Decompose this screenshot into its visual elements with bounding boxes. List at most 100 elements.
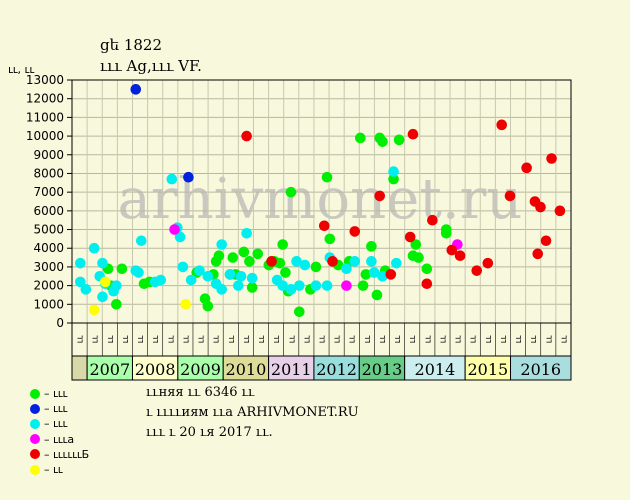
month-label: ււ — [136, 335, 146, 344]
year-cell-pre — [71, 355, 88, 381]
data-point — [233, 280, 244, 291]
month-label: ււ — [378, 335, 388, 344]
data-point — [277, 239, 288, 250]
year-label: 2011 — [271, 360, 312, 379]
y-tick-label: 12000 — [26, 92, 64, 106]
data-point — [421, 278, 433, 290]
data-point — [324, 233, 336, 245]
data-point — [185, 274, 197, 286]
month-label: ււ — [181, 335, 191, 344]
data-point — [294, 306, 305, 318]
y-axis-label: ււ, ււ — [8, 63, 34, 76]
data-point — [216, 284, 227, 295]
y-tick-label: 8000 — [33, 166, 64, 180]
year-cell — [86, 355, 133, 381]
data-point — [341, 263, 352, 275]
data-point — [227, 252, 239, 263]
year-cell — [313, 355, 360, 381]
y-tick-label: 2000 — [33, 279, 64, 293]
year-label: 2010 — [226, 360, 267, 379]
data-point — [482, 257, 494, 269]
data-point — [235, 270, 247, 282]
data-point — [97, 257, 108, 269]
data-point — [224, 269, 236, 280]
data-point — [213, 250, 225, 262]
data-point — [130, 84, 142, 95]
data-point — [349, 226, 361, 237]
year-cell — [177, 355, 224, 381]
data-point — [111, 280, 122, 291]
month-label: ււ — [499, 335, 509, 344]
month-label: ււ — [544, 335, 554, 344]
y-tick-label: 11000 — [26, 110, 64, 124]
month-label: ււ — [91, 335, 101, 344]
data-point — [202, 270, 214, 282]
month-label: ււ — [454, 335, 464, 344]
data-point — [360, 269, 372, 280]
month-row — [71, 322, 572, 357]
legend-dot — [30, 434, 40, 445]
legend-dot — [30, 464, 40, 475]
month-label: ււ — [272, 335, 282, 344]
legend-label: – ւււа — [44, 432, 75, 446]
data-point — [341, 280, 352, 291]
data-point — [216, 239, 227, 250]
legend-item: – ւււ — [30, 401, 89, 416]
data-point — [310, 280, 322, 291]
data-point — [280, 267, 291, 278]
chart-title: ցե 1822 — [100, 36, 162, 54]
data-point — [371, 289, 383, 301]
data-point — [277, 280, 288, 291]
legend-item: – ւււ — [30, 416, 89, 431]
data-point — [410, 239, 422, 250]
legend-item: – ւււа — [30, 432, 89, 447]
data-point — [374, 190, 386, 202]
year-cell — [358, 355, 406, 381]
data-point — [327, 256, 338, 267]
year-label: 2015 — [467, 360, 508, 379]
legend-item: – ււււււБ — [30, 447, 89, 462]
year-cell — [404, 355, 466, 381]
data-point — [75, 257, 86, 269]
legend-dot — [30, 449, 40, 460]
y-tick-label: 10000 — [26, 129, 64, 143]
info-block: ււняя ււ 6346 ււ ւ ււււиям ււа ARHIVMONE… — [146, 383, 359, 443]
data-point — [385, 269, 397, 280]
data-point — [388, 173, 399, 185]
data-point — [349, 256, 361, 267]
data-point — [355, 132, 366, 144]
data-point — [388, 166, 399, 177]
data-point — [75, 276, 86, 288]
data-point — [413, 252, 424, 263]
data-point — [427, 214, 438, 226]
info-line-total: ււняя ււ 6346 ււ — [146, 385, 255, 400]
data-point — [136, 235, 147, 247]
data-point — [194, 265, 205, 276]
y-tick-label: 5000 — [33, 223, 64, 237]
year-label: 2016 — [520, 360, 561, 379]
data-point — [116, 263, 128, 275]
legend-label: – ւււ — [44, 402, 68, 416]
data-point — [183, 171, 194, 183]
legend: – ւււ – ւււ – ւււ – ւււа – ււււււБ – ււ — [30, 386, 89, 477]
month-label: ււ — [302, 335, 312, 344]
month-label: ււ — [514, 335, 524, 344]
y-tick-label: 7000 — [33, 185, 64, 199]
year-cell — [464, 355, 512, 381]
month-label: ււ — [166, 335, 176, 344]
legend-label: – ււււււБ — [44, 447, 90, 461]
year-label: 2009 — [180, 360, 221, 379]
data-point — [546, 153, 557, 164]
data-point — [446, 244, 458, 256]
month-label: ււ — [408, 335, 418, 344]
y-tick-label: 0 — [56, 316, 64, 330]
month-label: ււ — [227, 335, 237, 344]
month-label: ււ — [242, 335, 252, 344]
data-point — [357, 280, 369, 291]
data-point — [174, 231, 186, 243]
data-point — [88, 242, 100, 254]
data-point — [299, 259, 311, 271]
year-label: 2012 — [316, 360, 357, 379]
legend-item: – ւււ — [30, 386, 89, 401]
data-point — [241, 227, 252, 239]
